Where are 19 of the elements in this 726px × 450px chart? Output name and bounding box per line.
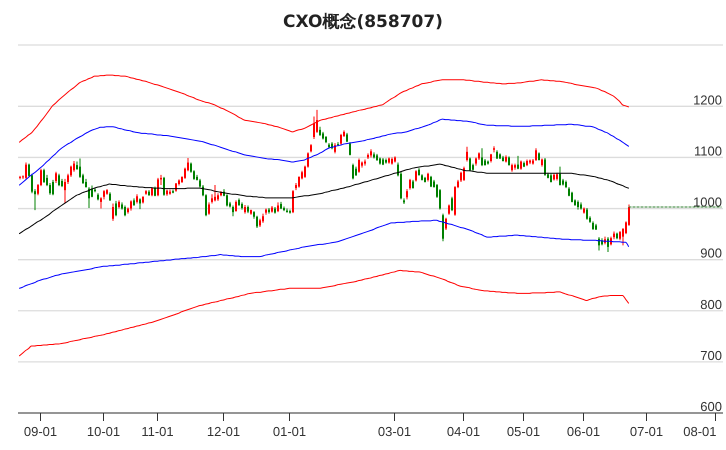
x-tick-label: 09-01 — [24, 424, 58, 439]
x-tick-label: 05-01 — [506, 424, 540, 439]
x-tick-label: 06-01 — [566, 424, 600, 439]
y-tick-label: 600 — [700, 399, 722, 414]
x-tick-label: 07-01 — [630, 424, 664, 439]
y-tick-label: 1100 — [694, 143, 722, 158]
x-tick-label: 01-01 — [272, 424, 306, 439]
chart-title: CXO概念(858707) — [282, 11, 444, 33]
x-tick-label: 04-01 — [446, 424, 480, 439]
x-tick-label: 12-01 — [206, 424, 240, 439]
y-tick-label: 800 — [700, 296, 722, 312]
y-tick-label: 900 — [700, 246, 722, 261]
y-tick-label: 700 — [700, 348, 722, 363]
x-tick-label: 11-01 — [141, 424, 174, 439]
x-tick-label: 08-01 — [683, 424, 716, 439]
y-tick-label: 1200 — [693, 92, 722, 108]
y-tick-label: 1000 — [693, 194, 722, 210]
x-tick-label: 03-01 — [378, 424, 412, 439]
x-tick-label: 10-01 — [86, 424, 120, 439]
